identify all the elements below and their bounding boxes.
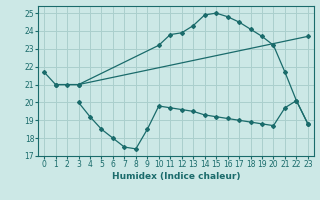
X-axis label: Humidex (Indice chaleur): Humidex (Indice chaleur)	[112, 172, 240, 181]
